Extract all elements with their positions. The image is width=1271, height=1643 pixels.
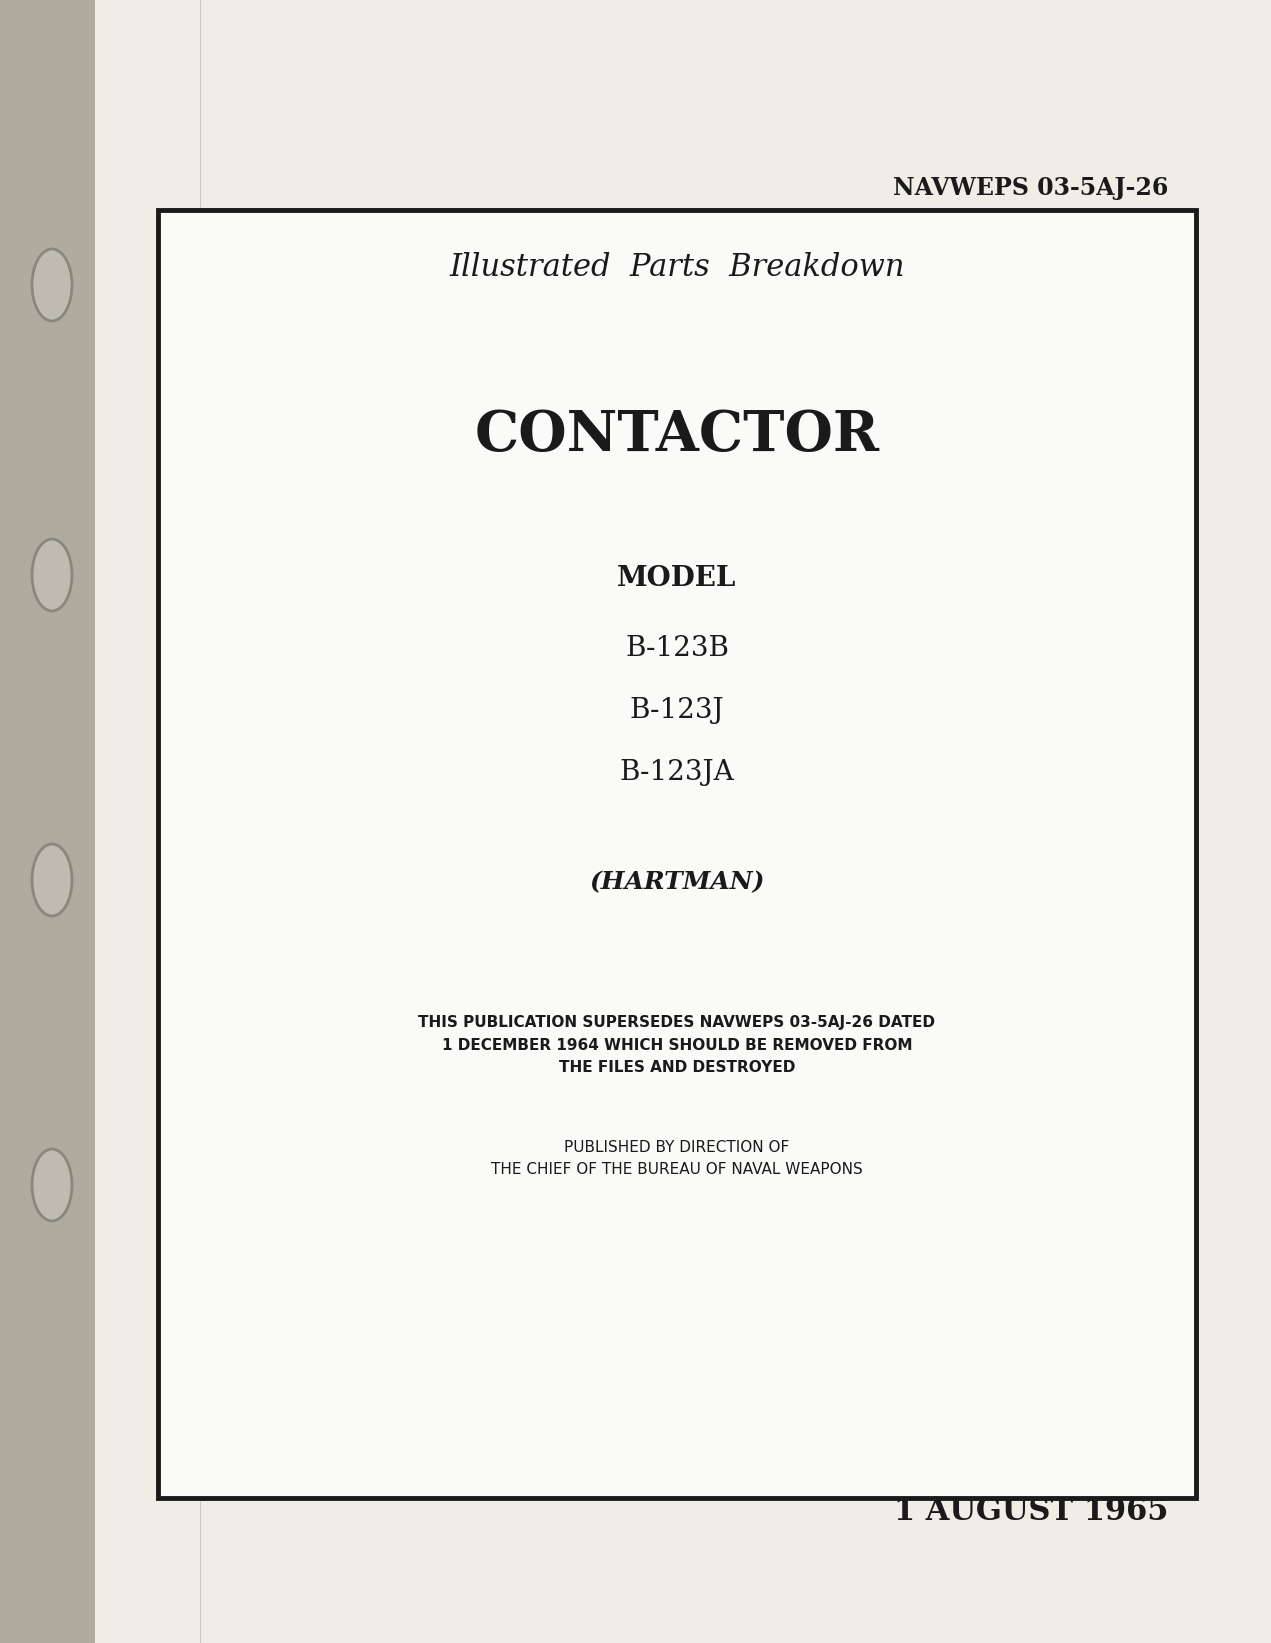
- Text: THIS PUBLICATION SUPERSEDES NAVWEPS 03-5AJ-26 DATED: THIS PUBLICATION SUPERSEDES NAVWEPS 03-5…: [418, 1015, 935, 1030]
- Text: THE CHIEF OF THE BUREAU OF NAVAL WEAPONS: THE CHIEF OF THE BUREAU OF NAVAL WEAPONS: [491, 1163, 863, 1178]
- Ellipse shape: [32, 1148, 72, 1221]
- Text: NAVWEPS 03-5AJ-26: NAVWEPS 03-5AJ-26: [892, 176, 1168, 200]
- Text: MODEL: MODEL: [618, 565, 737, 591]
- Text: CONTACTOR: CONTACTOR: [474, 407, 880, 462]
- Text: 1 AUGUST 1965: 1 AUGUST 1965: [894, 1497, 1168, 1528]
- Ellipse shape: [32, 845, 72, 917]
- Text: PUBLISHED BY DIRECTION OF: PUBLISHED BY DIRECTION OF: [564, 1140, 789, 1155]
- Text: B-123J: B-123J: [629, 697, 724, 723]
- Bar: [158, 210, 1196, 1498]
- Ellipse shape: [32, 539, 72, 611]
- Text: (HARTMAN): (HARTMAN): [590, 871, 765, 894]
- Bar: [0, 0, 95, 1643]
- Text: B-123B: B-123B: [625, 634, 730, 662]
- Text: THE FILES AND DESTROYED: THE FILES AND DESTROYED: [559, 1060, 796, 1075]
- Text: B-123JA: B-123JA: [620, 759, 735, 785]
- Text: 1 DECEMBER 1964 WHICH SHOULD BE REMOVED FROM: 1 DECEMBER 1964 WHICH SHOULD BE REMOVED …: [442, 1037, 913, 1053]
- Text: Illustrated  Parts  Breakdown: Illustrated Parts Breakdown: [449, 253, 905, 284]
- Ellipse shape: [32, 250, 72, 320]
